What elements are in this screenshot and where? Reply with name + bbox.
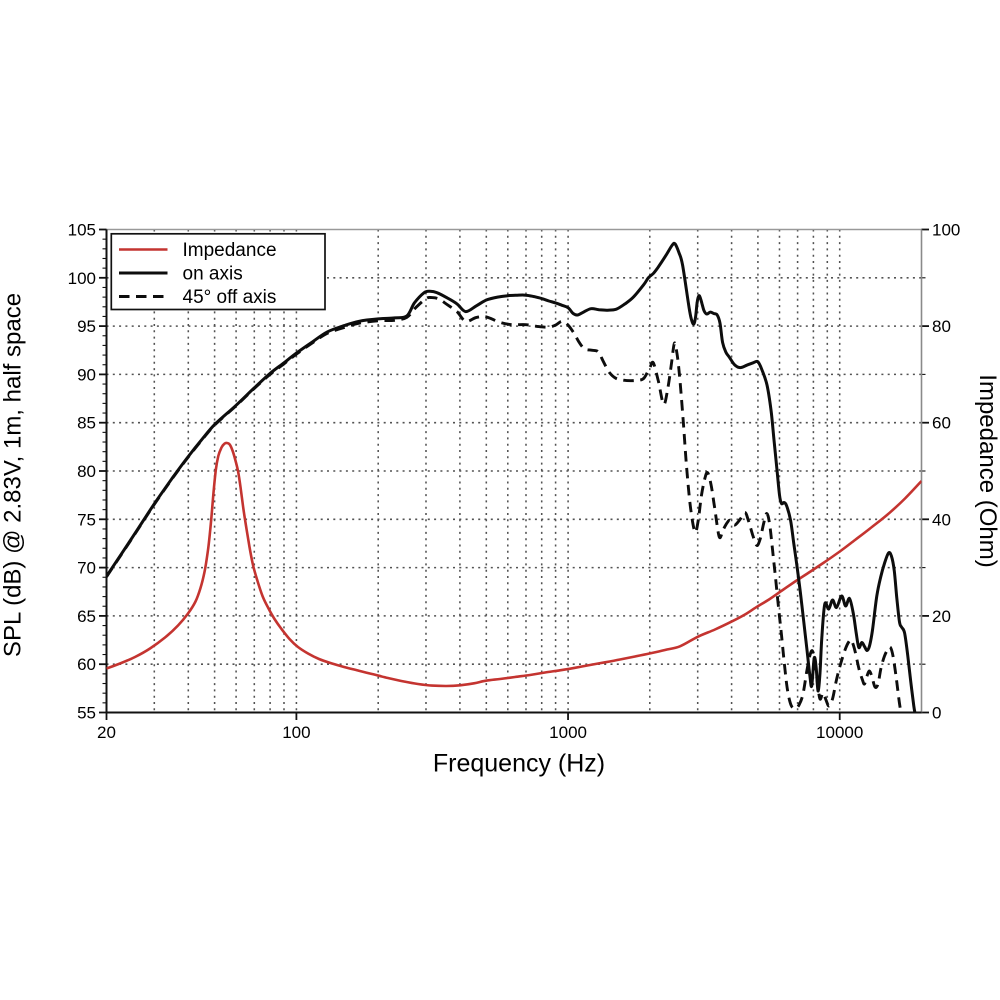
svg-text:70: 70 — [77, 559, 96, 578]
svg-text:90: 90 — [77, 365, 96, 384]
svg-text:20: 20 — [932, 607, 951, 626]
svg-text:45° off axis: 45° off axis — [183, 287, 277, 308]
svg-text:105: 105 — [68, 221, 96, 240]
svg-text:80: 80 — [932, 317, 951, 336]
svg-text:100: 100 — [932, 221, 960, 240]
svg-text:55: 55 — [77, 704, 96, 723]
svg-text:40: 40 — [932, 510, 951, 529]
svg-text:75: 75 — [77, 510, 96, 529]
svg-text:Frequency (Hz): Frequency (Hz) — [433, 750, 605, 778]
svg-text:10000: 10000 — [816, 723, 863, 742]
svg-text:60: 60 — [77, 655, 96, 674]
svg-text:on axis: on axis — [183, 264, 243, 285]
svg-text:65: 65 — [77, 607, 96, 626]
svg-text:0: 0 — [932, 704, 941, 723]
svg-text:Impedance: Impedance — [183, 240, 277, 261]
svg-text:Impedance (Ohm): Impedance (Ohm) — [974, 374, 1000, 567]
svg-text:SPL (dB) @ 2.83V, 1m, half spa: SPL (dB) @ 2.83V, 1m, half space — [0, 293, 27, 657]
svg-text:20: 20 — [97, 723, 116, 742]
svg-text:80: 80 — [77, 462, 96, 481]
svg-text:85: 85 — [77, 414, 96, 433]
svg-text:60: 60 — [932, 414, 951, 433]
svg-text:100: 100 — [282, 723, 310, 742]
svg-text:100: 100 — [68, 269, 96, 288]
svg-text:1000: 1000 — [549, 723, 587, 742]
svg-text:95: 95 — [77, 317, 96, 336]
